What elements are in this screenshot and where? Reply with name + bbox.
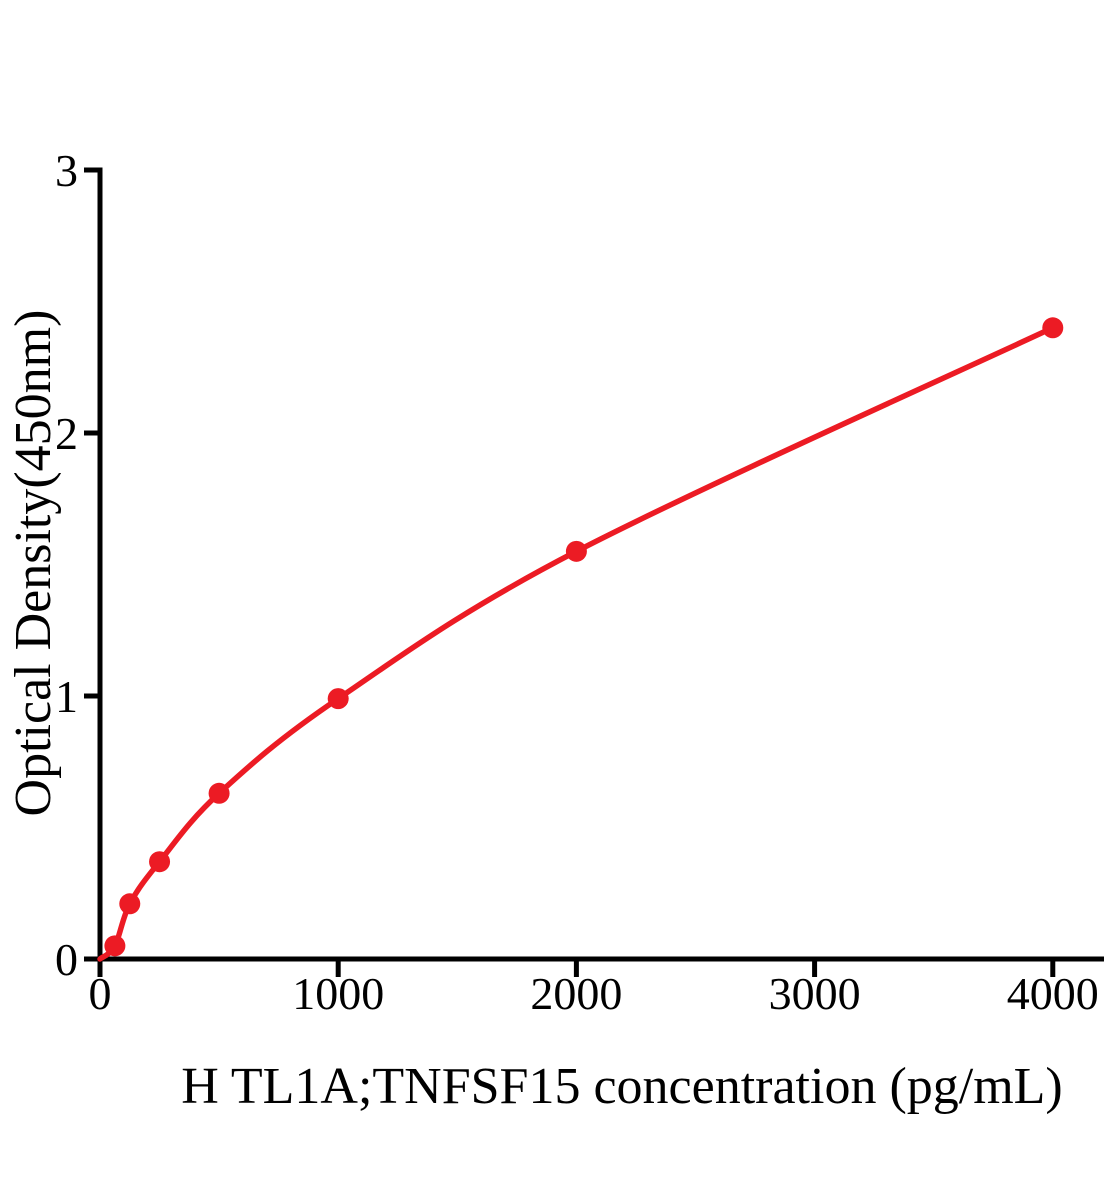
fit-curve-layer xyxy=(97,325,1056,962)
data-point xyxy=(104,935,126,957)
y-tick-label: 1 xyxy=(55,671,78,722)
data-point xyxy=(208,782,230,804)
y-axis-title: Optical Density(450nm) xyxy=(5,310,62,817)
y-tick-label: 0 xyxy=(55,934,78,985)
data-point xyxy=(565,540,587,562)
x-tick-label: 2000 xyxy=(530,968,622,1019)
y-tick-label: 3 xyxy=(55,145,78,196)
tick-label-layer: 0 1000 2000 3000 4000 0 1 2 3 xyxy=(55,145,1099,1019)
data-point xyxy=(119,893,141,915)
axis-lines xyxy=(97,167,1104,962)
data-point xyxy=(149,851,171,873)
x-tick-label: 4000 xyxy=(1007,968,1099,1019)
y-tick-label: 2 xyxy=(55,408,78,459)
tick-layer xyxy=(84,167,1056,977)
x-tick-label: 1000 xyxy=(292,968,384,1019)
data-point xyxy=(327,688,349,710)
fit-curve xyxy=(97,325,1056,962)
axes-layer xyxy=(97,167,1104,962)
data-point xyxy=(1042,317,1064,339)
x-tick-label: 3000 xyxy=(769,968,861,1019)
x-tick-label: 0 xyxy=(89,968,112,1019)
data-point-layer xyxy=(104,317,1064,957)
x-axis-title: H TL1A;TNFSF15 concentration (pg/mL) xyxy=(181,1058,1063,1115)
